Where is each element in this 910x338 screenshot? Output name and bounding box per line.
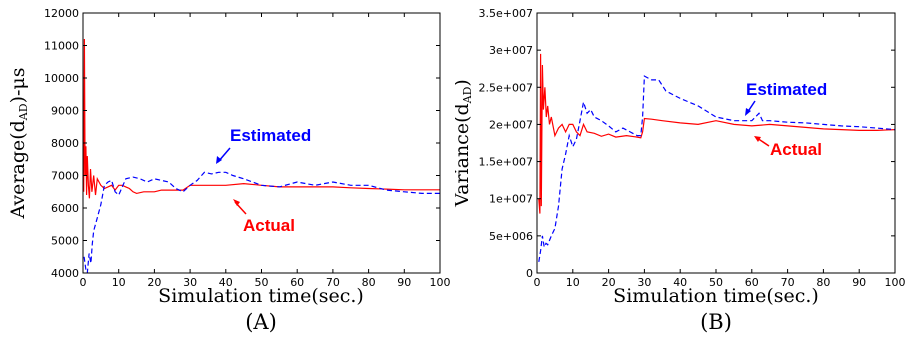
y-tick-label: 12000 — [44, 7, 79, 20]
actual-series-line — [538, 53, 896, 214]
x-axis-label: Simulation time(sec.) — [158, 285, 364, 307]
x-tick-label: 0 — [80, 276, 87, 289]
chart-a: 0 10 20 30 40 50 60 70 80 90 100 4000 5000 6000 7000 8… — [7, 7, 451, 334]
y-tick-label: 7000 — [51, 170, 79, 183]
y-tick-label: 3e+007 — [489, 44, 533, 57]
y-tick-label: 1.5e+007 — [479, 156, 533, 169]
x-tick-label: 90 — [397, 276, 411, 289]
x-tick-label: 20 — [147, 276, 161, 289]
x-tick-label: 40 — [219, 276, 233, 289]
y-tick-label: 5000 — [51, 235, 79, 248]
x-tick-label: 60 — [745, 276, 759, 289]
x-tick-label: 70 — [781, 276, 795, 289]
estimated-annotation: Estimated — [230, 126, 311, 145]
y-tick-label: 5e+006 — [489, 230, 533, 243]
panel-label: (B) — [700, 310, 732, 334]
y-axis-label-subscript: AD — [461, 86, 474, 104]
estimated-series-line — [538, 75, 896, 262]
plot-frame — [536, 12, 896, 274]
chart-b: 0 10 20 30 40 50 60 70 80 90 100 0 5e+006 1e+007 1.5e… — [455, 7, 906, 334]
actual-arrowhead — [233, 199, 240, 206]
x-tick-label: 0 — [534, 276, 541, 289]
y-tick-label: 2e+007 — [489, 118, 533, 131]
x-tick-label: 70 — [326, 276, 340, 289]
x-tick-label: 20 — [602, 276, 616, 289]
estimated-arrowhead — [216, 156, 222, 164]
y-tick-label: 11000 — [44, 40, 79, 53]
actual-annotation: Actual — [770, 140, 822, 159]
actual-annotation: Actual — [243, 216, 295, 235]
estimated-annotation: Estimated — [746, 80, 827, 99]
actual-series-line — [83, 38, 440, 199]
y-tick-label: 2.5e+007 — [479, 81, 533, 94]
x-tick-label: 80 — [816, 276, 830, 289]
y-axis-label: Average(dAD)-μs — [7, 67, 30, 219]
x-tick-label: 100 — [430, 276, 451, 289]
y-tick-label: 9000 — [51, 105, 79, 118]
panel-label: (A) — [245, 310, 277, 334]
x-tick-label: 10 — [112, 276, 126, 289]
estimated-arrowhead — [745, 108, 751, 116]
y-tick-label: 0 — [526, 267, 533, 280]
x-tick-label: 50 — [709, 276, 723, 289]
y-tick-label: 3.5e+007 — [479, 7, 533, 20]
x-tick-label: 80 — [362, 276, 376, 289]
y-tick-label: 6000 — [51, 202, 79, 215]
y-tick-label: 8000 — [51, 137, 79, 150]
y-axis-label: Variance(dAD) — [455, 79, 474, 208]
x-tick-label: 60 — [290, 276, 304, 289]
estimated-series-line — [83, 171, 440, 274]
x-tick-label: 90 — [852, 276, 866, 289]
x-axis-label: Simulation time(sec.) — [613, 285, 819, 307]
x-tick-label: 50 — [255, 276, 269, 289]
x-tick-label: 100 — [885, 276, 906, 289]
y-tick-label: 4000 — [51, 267, 79, 280]
actual-arrowhead — [754, 136, 761, 142]
y-axis-label-subscript: AD — [17, 103, 30, 121]
x-tick-label: 30 — [183, 276, 197, 289]
y-tick-label: 1e+007 — [489, 193, 533, 206]
x-tick-label: 10 — [566, 276, 580, 289]
x-tick-label: 40 — [673, 276, 687, 289]
y-tick-label: 10000 — [44, 72, 79, 85]
x-tick-label: 30 — [637, 276, 651, 289]
